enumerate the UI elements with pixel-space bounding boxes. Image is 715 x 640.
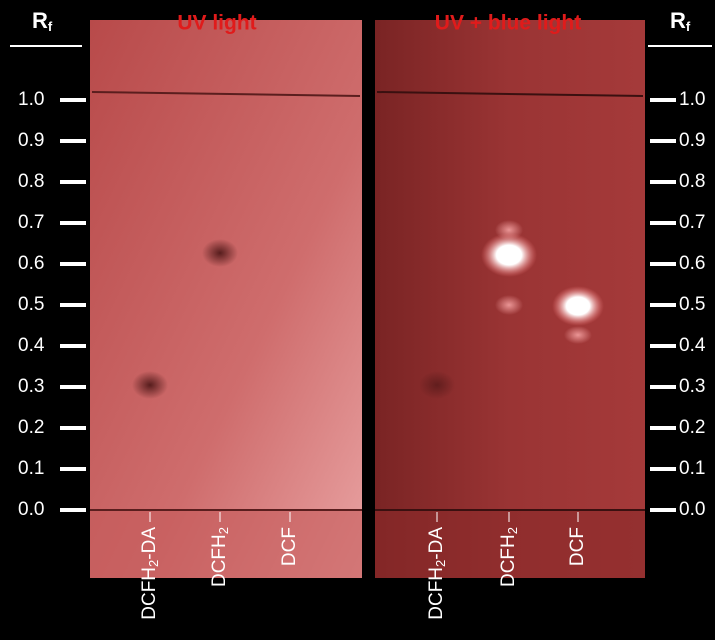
tick-label: 0.0 (679, 499, 705, 520)
tick-label: 0.6 (679, 253, 705, 274)
lane-label-part: DCFH (426, 567, 447, 620)
tick-label: 1.0 (18, 89, 44, 110)
rf-letter: R (670, 8, 686, 33)
lane-label-part: 2 (216, 527, 231, 534)
lane-label: DCFH2-DA (139, 527, 161, 620)
tick-label: 0.4 (18, 335, 45, 356)
tick-label: 0.4 (679, 335, 706, 356)
spot (132, 371, 168, 399)
lane-label-part: 2 (433, 560, 448, 567)
tick-label: 0.2 (679, 417, 705, 438)
plate-uv (90, 20, 362, 578)
tick-label: 0.6 (18, 253, 44, 274)
tick-label: 0.8 (18, 171, 44, 192)
spot (202, 239, 238, 267)
lane-label-part: 2 (505, 527, 520, 534)
lane-label-part: DCF (567, 527, 588, 566)
spot (564, 326, 592, 344)
tick-label: 0.3 (18, 376, 44, 397)
tick-label: 0.5 (18, 294, 44, 315)
lane-label-part: DCFH (139, 567, 160, 620)
tick-label: 0.2 (18, 417, 44, 438)
lane-label: DCF (567, 527, 588, 566)
figure: UV light UV + blue light Rf Rf 1.0 1.0 0.9… (0, 0, 715, 640)
spot (552, 286, 604, 326)
lane-label-part: DCF (279, 527, 300, 566)
lane-label: DCF (279, 527, 300, 566)
tick-label: 0.7 (18, 212, 44, 233)
tick-label: 0.5 (679, 294, 705, 315)
lane-label-part: -DA (139, 527, 160, 560)
spot (419, 371, 455, 399)
panel-title: UV light (177, 12, 256, 35)
spot (495, 295, 523, 315)
lane-label-part: DCFH (498, 534, 519, 587)
tick-label: 0.1 (18, 458, 44, 479)
tick-label: 0.9 (679, 130, 705, 151)
tick-label: 0.0 (18, 499, 44, 520)
rf-sub: f (48, 19, 53, 34)
lane-label: DCFH2-DA (426, 527, 448, 620)
lane-label-part: 2 (146, 560, 161, 567)
rf-letter: R (32, 8, 48, 33)
tick-label: 0.7 (679, 212, 705, 233)
tick-label: 0.9 (18, 130, 44, 151)
panel-title: UV + blue light (435, 12, 581, 35)
rf-label: Rf (670, 8, 691, 35)
lane-label: DCFH2 (209, 527, 231, 587)
tick-label: 0.1 (679, 458, 705, 479)
lane-label-part: DCFH (209, 534, 230, 587)
tick-label: 0.3 (679, 376, 705, 397)
lane-label-part: -DA (426, 527, 447, 560)
tick-label: 0.8 (679, 171, 705, 192)
rf-label: Rf (32, 8, 53, 35)
rf-sub: f (686, 19, 691, 34)
lane-label: DCFH2 (498, 527, 520, 587)
spot (481, 233, 537, 277)
tick-label: 1.0 (679, 89, 705, 110)
